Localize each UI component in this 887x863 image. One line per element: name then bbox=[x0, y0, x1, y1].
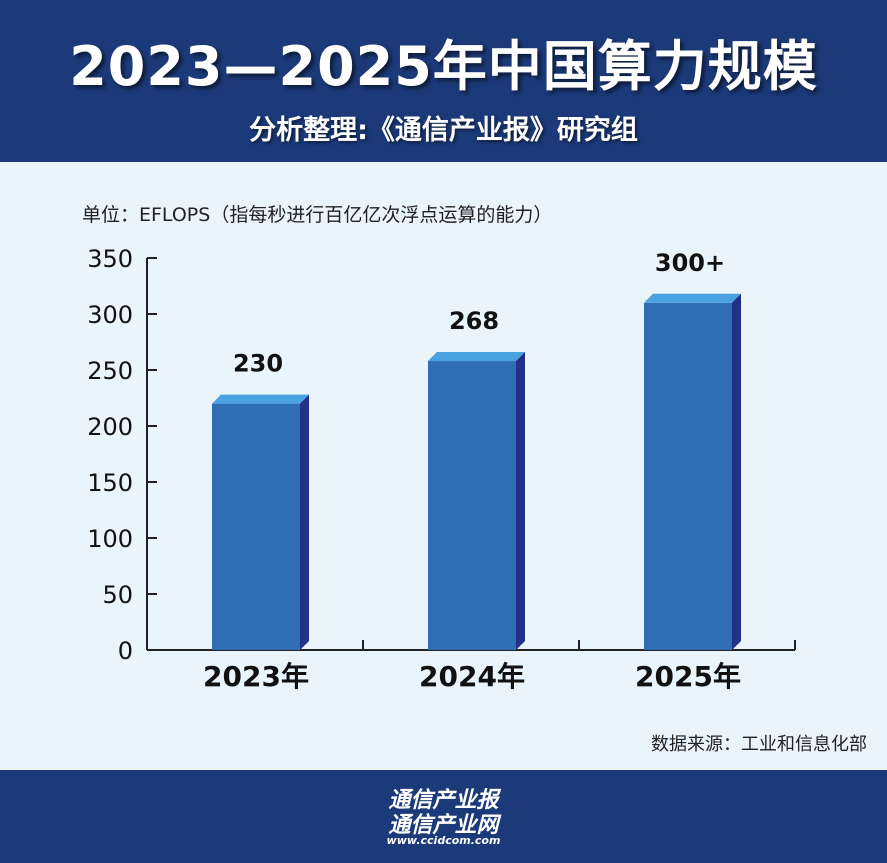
y-tick-label: 200 bbox=[87, 413, 133, 441]
y-tick-label: 350 bbox=[87, 245, 133, 273]
bar-top bbox=[212, 394, 309, 404]
data-label: 300+ bbox=[655, 249, 725, 277]
y-tick-label: 100 bbox=[87, 525, 133, 553]
y-tick-label: 250 bbox=[87, 357, 133, 385]
y-tick-label: 0 bbox=[118, 637, 133, 665]
unit-label: 单位：EFLOPS（指每秒进行百亿亿次浮点运算的能力） bbox=[82, 204, 553, 226]
footer-brand-line1: 通信产业报 bbox=[388, 788, 499, 813]
footer-banner: 通信产业报 通信产业网 www.ccidcom.com bbox=[0, 770, 887, 863]
y-tick-label: 300 bbox=[87, 301, 133, 329]
y-tick-label: 50 bbox=[102, 581, 133, 609]
bar-top bbox=[644, 293, 741, 303]
bar-front bbox=[428, 361, 516, 650]
x-tick-label: 2023年 bbox=[203, 660, 309, 690]
data-label: 268 bbox=[449, 307, 499, 335]
bar bbox=[428, 352, 525, 650]
bar-side bbox=[516, 352, 525, 650]
bar bbox=[644, 293, 741, 650]
source-note: 数据来源：工业和信息化部 bbox=[651, 734, 867, 755]
page-title: 2023—2025年中国算力规模 bbox=[69, 35, 818, 98]
chart-axes: 0 50 100 150 200 250 300 350 bbox=[87, 245, 796, 665]
chart-bars bbox=[212, 293, 741, 650]
bar bbox=[212, 394, 309, 650]
bar-chart: 0 50 100 150 200 250 300 350 230 2023年 268 2024年 30… bbox=[87, 245, 796, 690]
header-banner: 2023—2025年中国算力规模 分析整理:《通信产业报》研究组 bbox=[0, 0, 887, 162]
page-subtitle: 分析整理:《通信产业报》研究组 bbox=[249, 115, 638, 146]
bar-front bbox=[644, 302, 732, 650]
bar-top bbox=[428, 352, 525, 362]
y-tick-label: 150 bbox=[87, 469, 133, 497]
x-tick-label: 2024年 bbox=[419, 660, 525, 690]
bar-front bbox=[212, 403, 300, 650]
x-tick-label: 2025年 bbox=[635, 660, 741, 690]
chart-labels: 230 2023年 268 2024年 300+ 2025年 bbox=[203, 249, 741, 690]
footer-url: www.ccidcom.com bbox=[386, 834, 501, 847]
bar-side bbox=[732, 293, 741, 650]
data-label: 230 bbox=[233, 350, 283, 378]
footer-brand-line2: 通信产业网 bbox=[388, 813, 499, 838]
bar-side bbox=[300, 394, 309, 650]
